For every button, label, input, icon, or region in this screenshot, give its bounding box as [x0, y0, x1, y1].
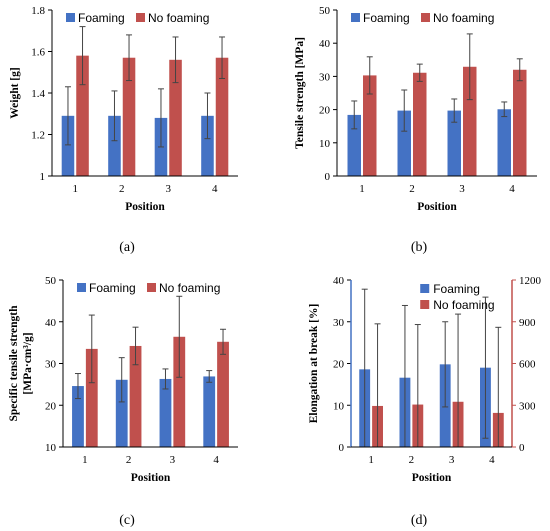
y-tick-label: 0 [325, 171, 331, 183]
x-axis-label: Position [417, 201, 457, 213]
bar-no-foaming-pos4 [217, 341, 229, 447]
y2-tick-label: 1200 [519, 275, 542, 287]
legend-label-no-foaming: No foaming [159, 281, 220, 295]
bar-no-foaming-pos4 [513, 69, 527, 176]
bar-foaming-pos1 [347, 114, 361, 176]
x-tick-label: 4 [489, 454, 495, 466]
panel-caption: (b) [411, 240, 428, 255]
y-tick-label: 1.8 [31, 5, 45, 17]
legend-swatch-foaming [351, 13, 360, 22]
x-tick-label: 2 [119, 183, 125, 195]
legend-swatch-no-foaming [147, 283, 156, 292]
y-tick-label: 30 [319, 71, 331, 83]
legend-label-no-foaming: No foaming [148, 11, 209, 25]
x-tick-label: 2 [409, 454, 415, 466]
x-tick-label: 4 [509, 183, 515, 195]
bar-no-foaming-pos1 [76, 55, 89, 176]
y-tick-label: 40 [45, 317, 57, 329]
legend-label-foaming: Foaming [78, 11, 125, 25]
x-tick-label: 3 [449, 454, 455, 466]
y-tick-label: 20 [319, 105, 331, 117]
bar-foaming-pos2 [115, 379, 128, 447]
x-tick-label: 4 [212, 183, 218, 195]
legend-swatch-no-foaming [420, 300, 430, 309]
chart-panel-3: 10 20 30 40 50 1 2 3 4 Position Specific tensile s… [8, 275, 238, 528]
y-tick-label: 40 [333, 275, 345, 287]
x-tick-label: 1 [368, 454, 374, 466]
bar-no-foaming-pos3 [463, 66, 477, 176]
legend-label-foaming: Foaming [433, 282, 480, 296]
bar-no-foaming-pos1 [85, 348, 98, 447]
x-tick-label: 2 [126, 454, 132, 466]
y-axis-label: Specific tensile strength [8, 305, 20, 422]
legend-label-foaming: Foaming [89, 281, 136, 295]
legend-swatch-foaming [420, 284, 430, 293]
y-tick-label: 10 [333, 400, 345, 412]
bar-foaming-pos4 [497, 109, 511, 176]
x-tick-label: 4 [213, 454, 219, 466]
y-tick-label: 10 [319, 138, 331, 150]
x-axis-label: Position [125, 201, 165, 213]
y-tick-label: 30 [45, 359, 57, 371]
bar-foaming-pos4 [203, 376, 216, 447]
legend-label-no-foaming: No foaming [433, 298, 494, 312]
y-tick-label: 10 [45, 442, 57, 454]
bar-foaming-pos3 [159, 378, 172, 447]
panel-caption: (a) [119, 240, 135, 255]
y-tick-label: 40 [319, 38, 331, 50]
x-tick-label: 1 [82, 454, 88, 466]
bar-no-foaming-pos3 [173, 336, 186, 447]
legend-swatch-no-foaming [421, 13, 430, 22]
y-tick-label: 20 [333, 359, 345, 371]
chart-panel-1: 1 1.2 1.4 1.6 1.8 1 2 3 4 Position Weight [g] Foami… [9, 5, 238, 255]
y2-tick-label: 900 [519, 317, 536, 329]
y-axis-label-unit: [MPa·cm³/g] [22, 332, 34, 394]
x-tick-label: 3 [459, 183, 465, 195]
y-axis-label: Tensile strength [MPa] [294, 37, 306, 149]
bar-foaming-pos1 [72, 386, 84, 447]
y-tick-label: 1 [40, 171, 46, 183]
chart-panel-2: 0 10 20 30 40 50 1 2 3 4 Position Tensile strength … [294, 5, 537, 255]
legend-label-foaming: Foaming [363, 11, 410, 25]
bar-no-foaming-pos4 [215, 57, 229, 176]
y-tick-label: 50 [45, 275, 57, 287]
legend-label-no-foaming: No foaming [433, 11, 494, 25]
panel-caption: (c) [119, 513, 135, 528]
x-axis-label: Position [412, 472, 452, 484]
y-axis-label: Weight [g] [9, 67, 21, 118]
y-tick-label: 1.2 [31, 130, 45, 142]
bar-foaming-pos2 [108, 115, 121, 176]
x-tick-label: 3 [166, 183, 172, 195]
panel-caption: (d) [411, 513, 428, 528]
chart-panel-4: 0 10 20 30 40 0 300 600 900 1200 1 2 3 4 Position Elong… [308, 275, 542, 528]
bar-no-foaming-pos1 [363, 75, 377, 176]
y-tick-label: 0 [339, 442, 345, 454]
x-tick-label: 3 [170, 454, 176, 466]
bar-foaming-pos4 [201, 115, 214, 176]
bar-no-foaming-pos2 [413, 72, 427, 176]
y-tick-label: 50 [319, 5, 331, 17]
bar-no-foaming-pos2 [122, 57, 136, 176]
legend-swatch-foaming [77, 283, 86, 292]
bar-foaming-pos2 [397, 110, 411, 176]
x-axis-label: Position [131, 472, 171, 484]
y-axis-label: Elongation at break [%] [308, 304, 320, 424]
x-tick-label: 2 [409, 183, 415, 195]
legend-swatch-no-foaming [136, 13, 145, 22]
y2-tick-label: 300 [519, 400, 536, 412]
y-tick-label: 30 [333, 317, 345, 329]
y2-tick-label: 600 [519, 359, 536, 371]
y-tick-label: 20 [45, 400, 57, 412]
y-tick-label: 1.4 [31, 88, 45, 100]
bar-foaming-pos1 [61, 115, 75, 176]
bar-no-foaming-pos3 [169, 59, 182, 176]
y-tick-label: 1.6 [31, 47, 45, 59]
bar-no-foaming-pos2 [129, 345, 142, 447]
x-tick-label: 1 [359, 183, 365, 195]
x-tick-label: 1 [73, 183, 79, 195]
y2-tick-label: 0 [519, 442, 525, 454]
bar-foaming-pos3 [447, 110, 461, 176]
legend-swatch-foaming [66, 13, 75, 22]
